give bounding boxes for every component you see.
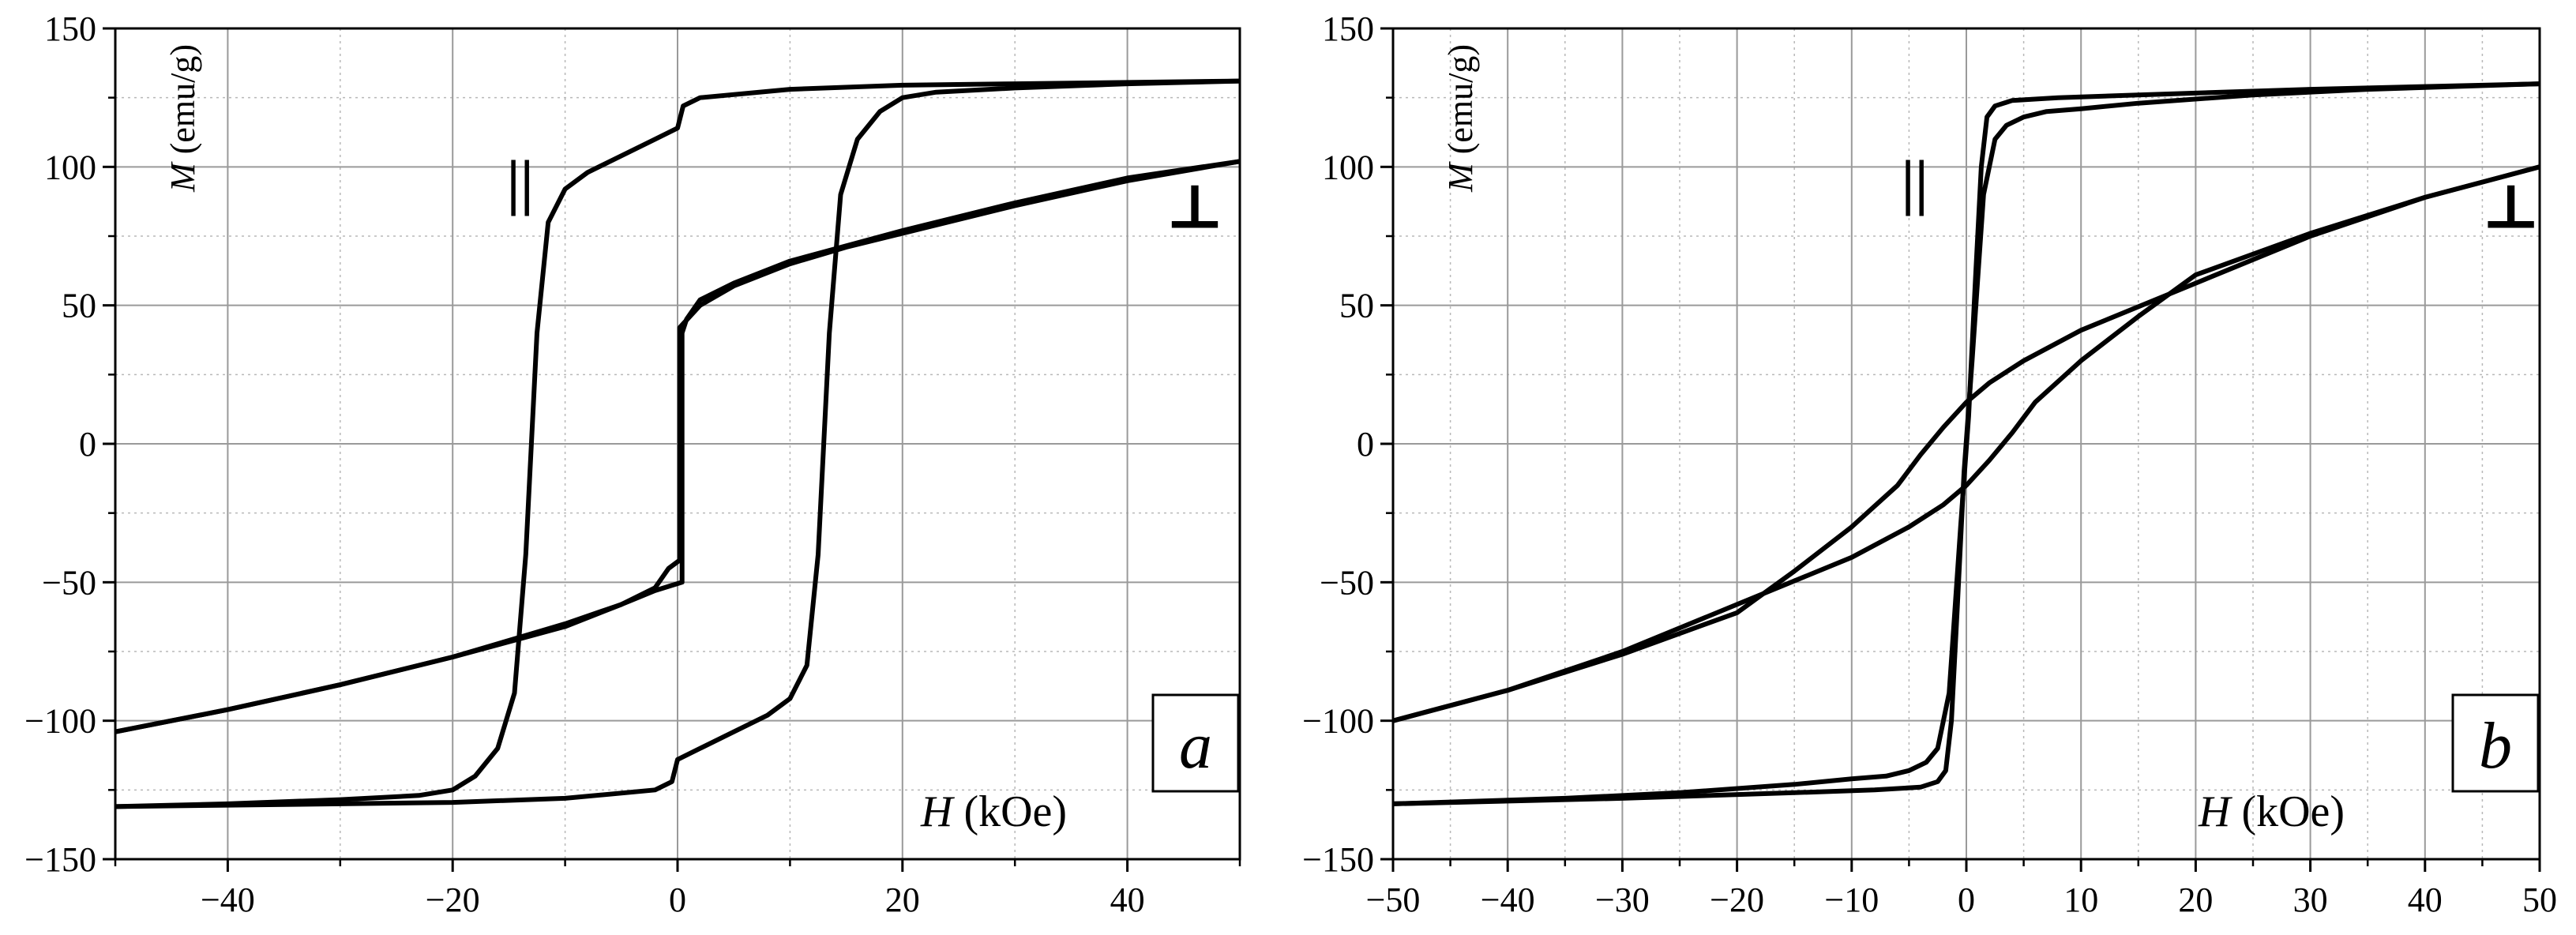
- y-tick-label: 50: [62, 287, 96, 325]
- series-line-2: [115, 78, 1240, 809]
- x-tick-label: 0: [669, 881, 686, 919]
- parallel-annotation: ||: [1901, 148, 1928, 216]
- perpendicular-annotation: ⊥: [2481, 172, 2540, 241]
- series-line-4: [115, 159, 1240, 734]
- y-tick-label: −100: [24, 702, 96, 741]
- x-tick-label: 40: [1110, 881, 1145, 919]
- x-tick-label: −20: [426, 881, 480, 919]
- y-tick-label: −100: [1302, 702, 1374, 741]
- y-tick-label: −150: [1302, 840, 1374, 879]
- perpendicular-annotation: ⊥: [1166, 172, 1225, 241]
- y-axis-label: M (emu/g): [163, 44, 202, 193]
- series-line-4: [1393, 164, 2540, 723]
- panel-label-box: [2451, 693, 2540, 793]
- series-line-2: [1393, 81, 2540, 806]
- y-tick-label: −50: [42, 563, 96, 602]
- y-tick-label: 0: [79, 425, 96, 464]
- y-axis-label: M (emu/g): [1441, 44, 1480, 193]
- y-tick-label: −150: [24, 840, 96, 879]
- x-tick-label: −40: [1481, 881, 1535, 919]
- series-line-1: [115, 78, 1240, 809]
- y-tick-label: 0: [1357, 425, 1374, 464]
- x-tick-label: −20: [1710, 881, 1764, 919]
- x-tick-label: 0: [1958, 881, 1975, 919]
- x-tick-label: −30: [1595, 881, 1650, 919]
- x-tick-label: −40: [201, 881, 255, 919]
- x-tick-label: 50: [2522, 881, 2557, 919]
- y-tick-label: 50: [1339, 287, 1374, 325]
- panel-b: −50 −40 −30 −20 −10 0 10 20 30 40 50−150−100−50050…: [1302, 9, 2557, 919]
- y-tick-label: 150: [1322, 9, 1374, 48]
- panel-label: b: [2479, 709, 2512, 783]
- panel-label-box: [1151, 693, 1240, 793]
- panel-label: a: [1179, 709, 1212, 783]
- x-tick-label: 20: [2178, 881, 2213, 919]
- x-tick-label: 40: [2408, 881, 2443, 919]
- y-tick-label: −50: [1320, 563, 1374, 602]
- x-tick-label: −10: [1824, 881, 1879, 919]
- x-tick-label: 20: [885, 881, 920, 919]
- y-tick-label: 150: [44, 9, 96, 48]
- x-axis-label: H (kOe): [920, 787, 1067, 836]
- x-axis-label: H (kOe): [2198, 787, 2345, 836]
- y-tick-label: 100: [1322, 148, 1374, 186]
- x-tick-label: −50: [1366, 881, 1421, 919]
- x-tick-label: 10: [2063, 881, 2098, 919]
- panel-a: −40 −20 0 20 40 −150 −100 −50 0 50 100 150 M (emu/g)…: [24, 9, 1241, 919]
- series-line-3: [1393, 164, 2540, 723]
- y-tick-label: 100: [44, 148, 96, 186]
- parallel-annotation: ||: [506, 148, 533, 216]
- x-tick-label: 30: [2293, 881, 2328, 919]
